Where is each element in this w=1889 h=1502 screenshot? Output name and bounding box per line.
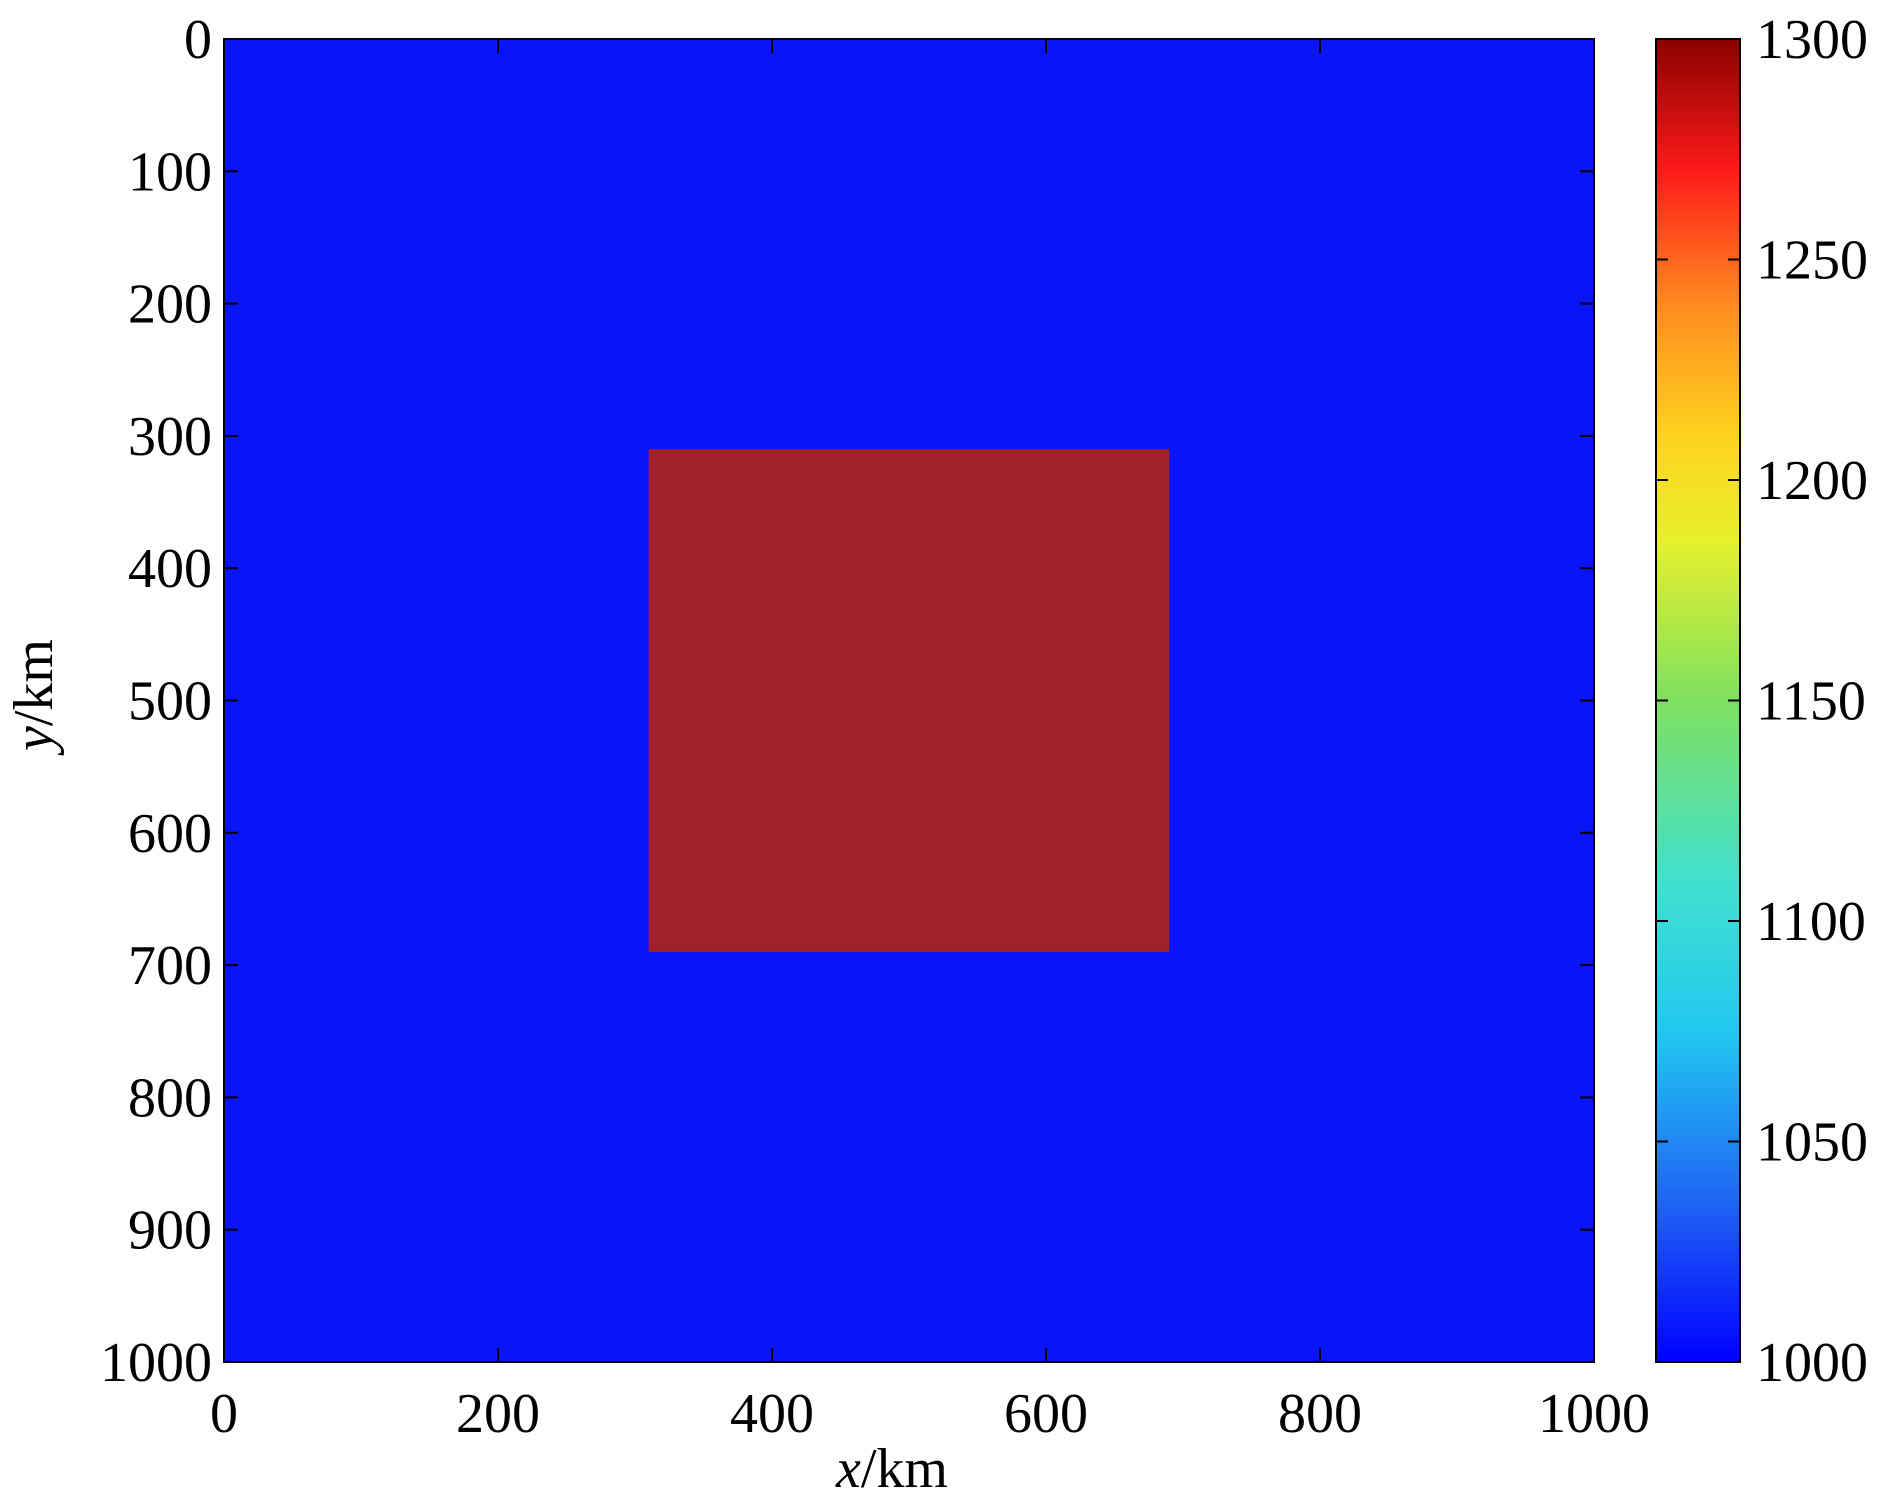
- x-tick-label: 600: [1004, 1383, 1088, 1445]
- anomaly-block: [648, 449, 1170, 952]
- colorbar-tick-label: 1000: [1756, 1332, 1868, 1394]
- x-axis: 0 200 400 600 800 1000: [210, 39, 1650, 1445]
- y-axis: 0 100 200 300 400 500 600 700 800 900 1000: [100, 9, 1594, 1394]
- x-tick-label: 400: [730, 1383, 814, 1445]
- y-tick-label: 900: [128, 1200, 212, 1262]
- y-tick-label: 600: [128, 803, 212, 865]
- colorbar: 1000 1050 1100 1150 1200 1250 1300: [1655, 9, 1868, 1394]
- colorbar-gradient: [1656, 39, 1740, 1362]
- colorbar-tick-label: 1150: [1756, 671, 1866, 733]
- x-tick-label: 0: [210, 1383, 238, 1445]
- x-axis-label: x/km: [835, 1438, 948, 1500]
- y-tick-label: 1000: [100, 1332, 212, 1394]
- y-tick-label: 800: [128, 1067, 212, 1129]
- y-tick-label: 500: [128, 671, 212, 733]
- colorbar-tick-label: 1250: [1756, 230, 1868, 292]
- y-tick-label: 0: [184, 9, 212, 71]
- x-axis-unit: /km: [861, 1438, 948, 1500]
- colorbar-tick-label: 1200: [1756, 450, 1868, 512]
- x-tick-label: 800: [1278, 1383, 1362, 1445]
- y-tick-label: 700: [128, 935, 212, 997]
- y-axis-unit: /km: [3, 639, 65, 726]
- colorbar-tick-label: 1050: [1756, 1112, 1868, 1174]
- y-tick-label: 300: [128, 406, 212, 468]
- y-tick-label: 200: [128, 274, 212, 336]
- plot-area: [223, 38, 1595, 1363]
- y-axis-label: y/km: [3, 639, 65, 756]
- y-tick-label: 100: [128, 141, 212, 203]
- x-tick-label: 1000: [1538, 1383, 1650, 1445]
- x-axis-var: x: [835, 1438, 861, 1500]
- x-tick-label: 200: [456, 1383, 540, 1445]
- colorbar-tick-label: 1300: [1756, 9, 1868, 71]
- colorbar-tick-label: 1100: [1756, 891, 1866, 953]
- y-tick-label: 400: [128, 538, 212, 600]
- y-axis-var: y: [3, 726, 65, 756]
